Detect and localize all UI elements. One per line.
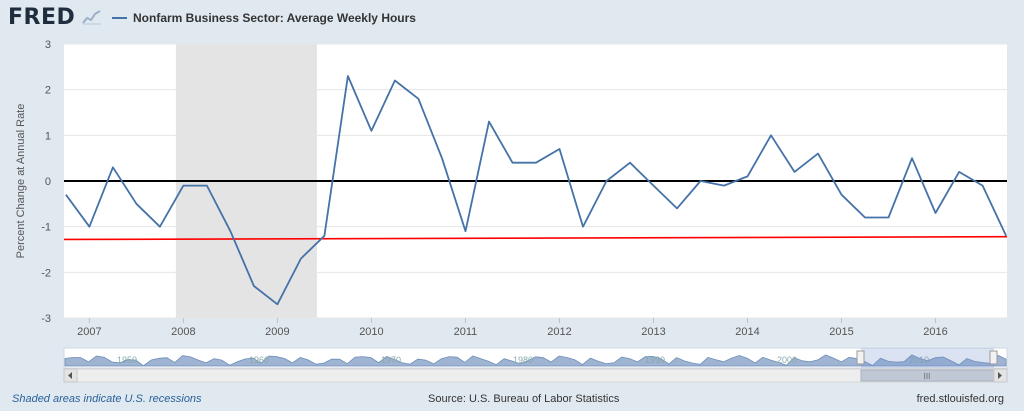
- data-point[interactable]: [675, 206, 679, 210]
- data-point[interactable]: [769, 133, 773, 137]
- series-line: [65, 75, 1007, 306]
- x-tick-label: 2010: [359, 326, 383, 338]
- fred-logo[interactable]: FRED: [8, 5, 76, 30]
- y-tick-label: 3: [45, 39, 51, 51]
- navigator-year-labels: 1950 1960 1970 1980 1990 2000 2010: [117, 355, 929, 365]
- legend-swatch: [112, 17, 127, 19]
- recession-note: Shaded areas indicate U.S. recessions: [12, 393, 202, 405]
- navigator-year-label: 1950: [117, 355, 137, 365]
- data-point[interactable]: [487, 120, 491, 124]
- navigator-year-label: 1980: [513, 355, 533, 365]
- site-link[interactable]: fred.stlouisfed.org: [916, 393, 1004, 405]
- y-tick-label: -1: [41, 222, 51, 234]
- data-point[interactable]: [793, 170, 797, 174]
- data-point[interactable]: [557, 147, 561, 151]
- x-tick-label: 2016: [923, 326, 947, 338]
- data-point[interactable]: [416, 97, 420, 101]
- data-point[interactable]: [981, 184, 985, 188]
- x-tick-label: 2015: [829, 326, 853, 338]
- y-axis-tick-labels: 3 2 1 0 -1 -2 -3: [41, 39, 51, 325]
- data-point[interactable]: [181, 184, 185, 188]
- data-point[interactable]: [722, 184, 726, 188]
- data-point[interactable]: [604, 179, 608, 183]
- data-point[interactable]: [699, 179, 703, 183]
- data-point[interactable]: [158, 225, 162, 229]
- data-point[interactable]: [134, 202, 138, 206]
- x-tick-label: 2013: [641, 326, 665, 338]
- data-point[interactable]: [346, 74, 350, 78]
- y-tick-label: 0: [45, 176, 51, 188]
- data-point[interactable]: [581, 225, 585, 229]
- x-tick-label: 2012: [547, 326, 571, 338]
- data-point[interactable]: [64, 193, 68, 197]
- x-tick-label: 2007: [77, 326, 101, 338]
- data-point[interactable]: [463, 229, 467, 233]
- legend-label: Nonfarm Business Sector: Average Weekly …: [133, 11, 416, 25]
- x-axis-tick-labels: 2007 2008 2009 2010 2011 2012 2013 2014 2015 2016: [77, 318, 948, 338]
- fred-logo-chart-icon: [82, 10, 101, 25]
- data-point[interactable]: [510, 161, 514, 165]
- data-point[interactable]: [957, 170, 961, 174]
- data-point[interactable]: [1004, 234, 1008, 238]
- navigator-right-handle[interactable]: [989, 350, 998, 365]
- navigator-selection: [861, 348, 994, 368]
- x-tick-label: 2014: [735, 326, 759, 338]
- data-point[interactable]: [816, 152, 820, 156]
- x-tick-label: 2008: [171, 326, 195, 338]
- data-point[interactable]: [651, 184, 655, 188]
- data-point[interactable]: [228, 229, 232, 233]
- data-point[interactable]: [628, 161, 632, 165]
- scroll-left-arrow-icon: [68, 372, 72, 379]
- reference-line: [63, 235, 1008, 241]
- y-tick-label: 2: [45, 85, 51, 97]
- y-tick-label: -3: [41, 313, 51, 325]
- data-point[interactable]: [887, 216, 891, 220]
- data-point[interactable]: [87, 225, 91, 229]
- data-point[interactable]: [111, 165, 115, 169]
- navigator-left-handle[interactable]: [856, 350, 865, 365]
- data-point[interactable]: [934, 211, 938, 215]
- chart-header: FRED Nonfarm Business Sector: Average We…: [0, 0, 1024, 36]
- data-point[interactable]: [746, 174, 750, 178]
- data-point[interactable]: [840, 193, 844, 197]
- data-point[interactable]: [393, 79, 397, 83]
- data-point[interactable]: [440, 156, 444, 160]
- navigator[interactable]: 1950 1960 1970 1980 1990 2000 2010 III: [63, 347, 1008, 383]
- navigator-year-label: 1970: [381, 355, 401, 365]
- data-point[interactable]: [369, 129, 373, 133]
- x-tick-label: 2011: [454, 326, 478, 338]
- data-point[interactable]: [205, 184, 209, 188]
- scroll-right-arrow-icon: [998, 372, 1002, 379]
- data-point[interactable]: [322, 234, 326, 238]
- source-note: Source: U.S. Bureau of Labor Statistics: [428, 393, 620, 405]
- data-point[interactable]: [252, 284, 256, 288]
- navigator-year-label: 1990: [645, 355, 665, 365]
- navigator-year-label: 1960: [249, 355, 269, 365]
- data-point[interactable]: [275, 302, 279, 306]
- data-point[interactable]: [863, 216, 867, 220]
- data-point[interactable]: [910, 156, 914, 160]
- x-tick-label: 2009: [265, 326, 289, 338]
- y-tick-label: 1: [45, 130, 51, 142]
- chart-legend[interactable]: Nonfarm Business Sector: Average Weekly …: [112, 9, 416, 27]
- data-point[interactable]: [299, 257, 303, 261]
- y-axis-label: Percent Change at Annual Rate: [15, 104, 27, 259]
- navigator-year-label: 2010: [909, 355, 929, 365]
- y-tick-label: -2: [41, 267, 51, 279]
- data-point[interactable]: [534, 161, 538, 165]
- navigator-scrollbar-grip: III: [924, 372, 931, 381]
- navigator-year-label: 2000: [777, 355, 797, 365]
